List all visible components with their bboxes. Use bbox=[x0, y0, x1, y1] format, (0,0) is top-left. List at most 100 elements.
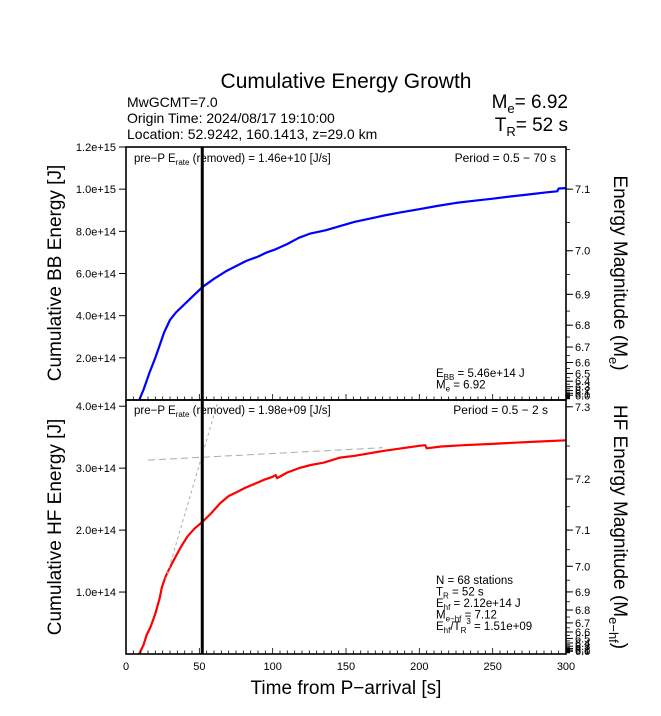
hf-series-hf-energy bbox=[138, 439, 567, 655]
hf-stat-line: TR = 52 s bbox=[436, 587, 484, 601]
bb-series-bb-energy bbox=[138, 187, 567, 401]
hf-mag-tick-label: 7.2 bbox=[575, 474, 590, 486]
hf-mag-tick-label: 6.8 bbox=[575, 605, 590, 617]
bb-stat-sub: e bbox=[446, 385, 451, 394]
bb-stat-main: E bbox=[436, 368, 444, 380]
hf-y-axis-title: Cumulative HF Energy [J] bbox=[45, 419, 66, 635]
hf-mag-tick-label: 6.7 bbox=[575, 618, 590, 630]
x-tick-label: 0 bbox=[123, 661, 129, 673]
bb-stats: EBB = 5.46e+14 JMe = 6.92 bbox=[436, 368, 525, 394]
bb-mag-tick-label: 7.1 bbox=[575, 184, 590, 196]
hf-stat-main: M bbox=[436, 610, 446, 622]
hf-pre-p-sub: rate bbox=[176, 410, 190, 419]
hf-stat-sub: e−hf bbox=[446, 615, 463, 624]
me-symbol: M bbox=[492, 92, 508, 113]
bb-energy-panel: 2.0e+14 4.0e+14 6.0e+14 8.0e+14 1.0e+15 1.2e+… bbox=[45, 142, 630, 402]
hf-stat-line: N = 68 stations bbox=[436, 575, 513, 587]
hf-y-tick-label: 4.0e+14 bbox=[76, 401, 116, 413]
event-magnitude-label: MwGCMT=7.0 bbox=[127, 94, 218, 110]
hf-stat-main: N = 68 stations bbox=[436, 575, 513, 587]
hf-mag-tick-label: 6.4 bbox=[575, 638, 590, 650]
hf-mag-tick-label: 7.1 bbox=[575, 525, 590, 537]
bb-y-tick-label: 8.0e+14 bbox=[76, 226, 116, 238]
bb-right-title-end: ) bbox=[609, 364, 630, 370]
bb-y-axis-title: Cumulative BB Energy [J] bbox=[45, 165, 66, 381]
bb-stat-end: = 6.92 bbox=[450, 380, 486, 392]
hf-mag-tick-label: 7.0 bbox=[575, 561, 590, 573]
bb-mag-tick-label: 7.0 bbox=[575, 246, 590, 258]
hf-stat-end: = 52 s bbox=[449, 587, 484, 599]
tr-value: = 52 s bbox=[516, 115, 568, 136]
tr-symbol: T bbox=[495, 115, 507, 136]
hf-period-label: Period = 0.5 − 2 s bbox=[453, 403, 548, 417]
bb-right-title-sub: e bbox=[606, 357, 621, 364]
hf-stat-sub: hf bbox=[444, 626, 451, 635]
hf-stat-main: T bbox=[436, 587, 443, 599]
hf-right-title-main: HF Energy Magnitude (M bbox=[609, 405, 630, 617]
hf-mag-tick-label: 6.1 bbox=[575, 645, 590, 657]
hf-pre-p-main: pre−P E bbox=[134, 405, 176, 417]
hf-right-axis-title: HF Energy Magnitude (Me−hf) bbox=[606, 405, 630, 649]
x-tick-label: 200 bbox=[410, 661, 428, 673]
bb-y-tick-label: 6.0e+14 bbox=[76, 269, 116, 281]
tr-subscript: R bbox=[506, 124, 515, 139]
x-tick-label: 300 bbox=[557, 661, 575, 673]
hf-frame bbox=[125, 399, 567, 655]
hf-stat-sub2: R bbox=[461, 626, 467, 635]
bb-mag-tick-label: 6.0 bbox=[575, 390, 590, 402]
bb-y-tick-label: 1.2e+15 bbox=[76, 142, 116, 154]
hf-y-tick-label: 1.0e+14 bbox=[76, 587, 116, 599]
bb-mag-tick-label: 6.7 bbox=[575, 342, 590, 354]
x-tick-label: 250 bbox=[483, 661, 501, 673]
bb-y-tick-label: 2.0e+14 bbox=[76, 353, 116, 365]
hf-y-tick-label: 3.0e+14 bbox=[76, 463, 116, 475]
bb-stat-line: Me = 6.92 bbox=[436, 380, 486, 394]
bb-period-label: Period = 0.5 − 70 s bbox=[455, 151, 556, 165]
hf-y-tick-label: 2.0e+14 bbox=[76, 525, 116, 537]
bb-pre-p-end: (removed) = 1.46e+10 [J/s] bbox=[189, 153, 330, 165]
bb-mag-tick-label: 6.6 bbox=[575, 358, 590, 370]
x-tick-label: 50 bbox=[193, 661, 205, 673]
time-x-axis: 0 50 100 150 200 250 300 bbox=[123, 648, 575, 673]
hf-plot-area: 1.0e+14 2.0e+14 3.0e+14 4.0e+14 7.3 7.2 7.1 7.0… bbox=[76, 399, 590, 658]
me-summary: Me= 6.92 bbox=[492, 92, 568, 116]
hf-mag-tick-label: 6.2 bbox=[575, 643, 590, 655]
hf-mag-tick-label: 6.0 bbox=[575, 646, 590, 658]
bb-mag-tick-label: 6.8 bbox=[575, 320, 590, 332]
hf-stat-main: E bbox=[436, 598, 444, 610]
hf-mag-tick-label: 6.5 bbox=[575, 633, 590, 645]
hf-stat-line: Me−hf = 7.12 bbox=[436, 610, 497, 624]
hf-stat-end: = 7.12 bbox=[461, 610, 497, 622]
bb-mag-tick-label: 6.4 bbox=[575, 376, 590, 388]
tr-summary: TR= 52 s bbox=[495, 115, 568, 139]
hf-series-late-slope-fit bbox=[147, 447, 383, 461]
me-value: = 6.92 bbox=[515, 92, 568, 113]
location-label: Location: 52.9242, 160.1413, z=29.0 km bbox=[127, 126, 377, 142]
bb-stat-sub: BB bbox=[444, 373, 455, 382]
bb-pre-p-sub: rate bbox=[176, 158, 190, 167]
hf-stat-line: Ehf = 2.12e+14 J bbox=[436, 598, 521, 612]
hf-mag-tick-label: 6.6 bbox=[575, 627, 590, 639]
hf-mag-tick-label: 7.3 bbox=[575, 402, 590, 414]
chart-title: Cumulative Energy Growth bbox=[221, 70, 472, 93]
hf-right-title-sub: e−hf bbox=[606, 617, 621, 643]
bb-y-tick-label: 4.0e+14 bbox=[76, 311, 116, 323]
hf-stat-end: = 2.12e+14 J bbox=[450, 598, 520, 610]
bb-pre-p-rate: pre−P Erate (removed) = 1.46e+10 [J/s] bbox=[134, 153, 331, 167]
bb-stat-main: M bbox=[436, 380, 446, 392]
bb-mag-tick-label: 6.2 bbox=[575, 386, 590, 398]
bb-y-tick-label: 1.0e+15 bbox=[76, 184, 116, 196]
bb-pre-p-main: pre−P E bbox=[134, 153, 176, 165]
hf-energy-panel: 1.0e+14 2.0e+14 3.0e+14 4.0e+14 7.3 7.2 7.1 7.0… bbox=[45, 399, 630, 658]
bb-mag-tick-label: 6.9 bbox=[575, 289, 590, 301]
origin-time-label: Origin Time: 2024/08/17 19:10:00 bbox=[127, 110, 335, 126]
x-tick-label: 100 bbox=[263, 661, 281, 673]
bb-right-title-main: Energy Magnitude (M bbox=[609, 175, 630, 357]
x-axis-title: Time from P−arrival [s] bbox=[251, 678, 442, 699]
bb-stat-end: = 5.46e+14 J bbox=[454, 368, 524, 380]
hf-stat-end2: = 1.51e+09 bbox=[471, 621, 532, 633]
hf-mag-tick-label: 6.9 bbox=[575, 587, 590, 599]
hf-pre-p-end: (removed) = 1.98e+09 [J/s] bbox=[189, 405, 330, 417]
